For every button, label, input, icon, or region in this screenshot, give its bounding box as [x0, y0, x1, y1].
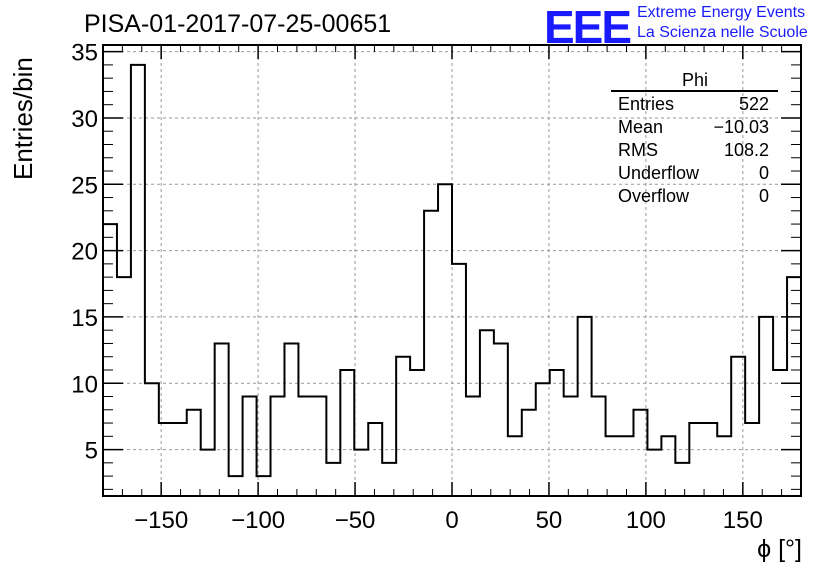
- histogram-bin: [661, 436, 675, 496]
- histogram-bin: [424, 211, 438, 496]
- histogram-bin: [298, 397, 312, 496]
- stats-row-value: 0: [759, 163, 769, 183]
- chart-title: PISA-01-2017-07-25-00651: [84, 10, 392, 38]
- y-tick-label: 15: [71, 305, 98, 332]
- histogram-bin: [745, 423, 759, 496]
- x-tick-label: −150: [134, 507, 188, 534]
- histogram-bin: [633, 410, 647, 496]
- histogram-bin: [215, 343, 229, 496]
- histogram-bin: [494, 343, 508, 496]
- x-tick-label: −100: [231, 507, 285, 534]
- logo-text-line1: Extreme Energy Events: [637, 4, 806, 21]
- histogram-bin: [759, 317, 773, 496]
- stats-rows: Entries 522 Mean −10.03 RMS 108.2 Underflow 0 Ov…: [618, 94, 769, 206]
- y-tick-label: 35: [71, 40, 98, 67]
- histogram-bin: [675, 463, 689, 496]
- stats-row-value: 0: [759, 186, 769, 206]
- histogram-bin: [536, 383, 550, 496]
- histogram-bin: [354, 450, 368, 496]
- histogram-bin: [284, 343, 298, 496]
- logo-text-line2: La Scienza nelle Scuole: [637, 24, 808, 41]
- histogram-bin: [396, 357, 410, 496]
- histogram-bin: [187, 410, 201, 496]
- x-tick-label: −50: [335, 507, 376, 534]
- histogram-bin: [452, 264, 466, 496]
- histogram-bin: [257, 476, 271, 496]
- x-tick-label: 150: [723, 507, 763, 534]
- histogram-bin: [159, 423, 173, 496]
- stats-row-label: Underflow: [618, 163, 700, 183]
- y-tick-label: 5: [85, 438, 98, 465]
- histogram-bin: [620, 436, 634, 496]
- x-axis-label: ϕ [°]: [757, 535, 802, 563]
- histogram-bin: [145, 383, 159, 496]
- stats-row-value: 522: [739, 94, 769, 114]
- stats-box: Phi Entries 522 Mean −10.03 RMS 108.2 Underflo…: [611, 70, 778, 206]
- histogram-bin: [312, 397, 326, 496]
- stats-row-label: Mean: [618, 117, 663, 137]
- y-tick-label: 10: [71, 371, 98, 398]
- histogram-outline: [102, 63, 802, 496]
- x-tick-label: 100: [626, 507, 666, 534]
- y-tick-label: 25: [71, 172, 98, 199]
- stats-row-value: −10.03: [713, 117, 769, 137]
- histogram-bin: [564, 397, 578, 496]
- histogram-bin: [647, 450, 661, 496]
- stats-row-label: Entries: [618, 94, 674, 114]
- stats-box-title: Phi: [682, 70, 708, 90]
- y-tick-label: 30: [71, 106, 98, 133]
- histogram-bin: [689, 423, 703, 496]
- stats-row-label: Overflow: [618, 186, 690, 206]
- histogram-bin: [550, 370, 564, 496]
- y-tick-label: 20: [71, 239, 98, 266]
- histogram-bin: [606, 436, 620, 496]
- histogram-bin: [229, 476, 243, 496]
- histogram-bin: [592, 397, 606, 496]
- histogram-bin: [787, 277, 801, 496]
- histogram-bin: [243, 397, 257, 496]
- histogram-bin: [578, 317, 592, 496]
- histogram-bin: [340, 370, 354, 496]
- histogram-bin: [480, 330, 494, 496]
- histogram-bin: [173, 423, 187, 496]
- axis-ticks: [102, 45, 802, 496]
- histogram-bin: [410, 370, 424, 496]
- histogram-bin: [508, 436, 522, 496]
- histogram-bin: [326, 463, 340, 496]
- histogram-bin: [731, 357, 745, 496]
- histogram-bin: [103, 224, 117, 496]
- histogram-bin: [271, 397, 285, 496]
- x-tick-label: 50: [536, 507, 563, 534]
- histogram-bin: [438, 184, 452, 496]
- histogram-bin: [773, 370, 787, 496]
- stats-row-value: 108.2: [724, 140, 769, 160]
- histogram-bin: [382, 463, 396, 496]
- histogram-bin: [201, 450, 215, 496]
- x-tick-label: 0: [445, 507, 458, 534]
- axis-tick-labels: −150 −100 −50 0 50 100 150 5 10 15 20 25 30 35: [71, 40, 763, 534]
- histogram-bin: [368, 423, 382, 496]
- stats-row-label: RMS: [618, 140, 658, 160]
- histogram-bin: [117, 277, 131, 496]
- histogram-bin: [717, 436, 731, 496]
- histogram-bin: [131, 65, 145, 496]
- histogram-bin: [522, 410, 536, 496]
- histogram-bin: [703, 423, 717, 496]
- histogram-bin: [466, 397, 480, 496]
